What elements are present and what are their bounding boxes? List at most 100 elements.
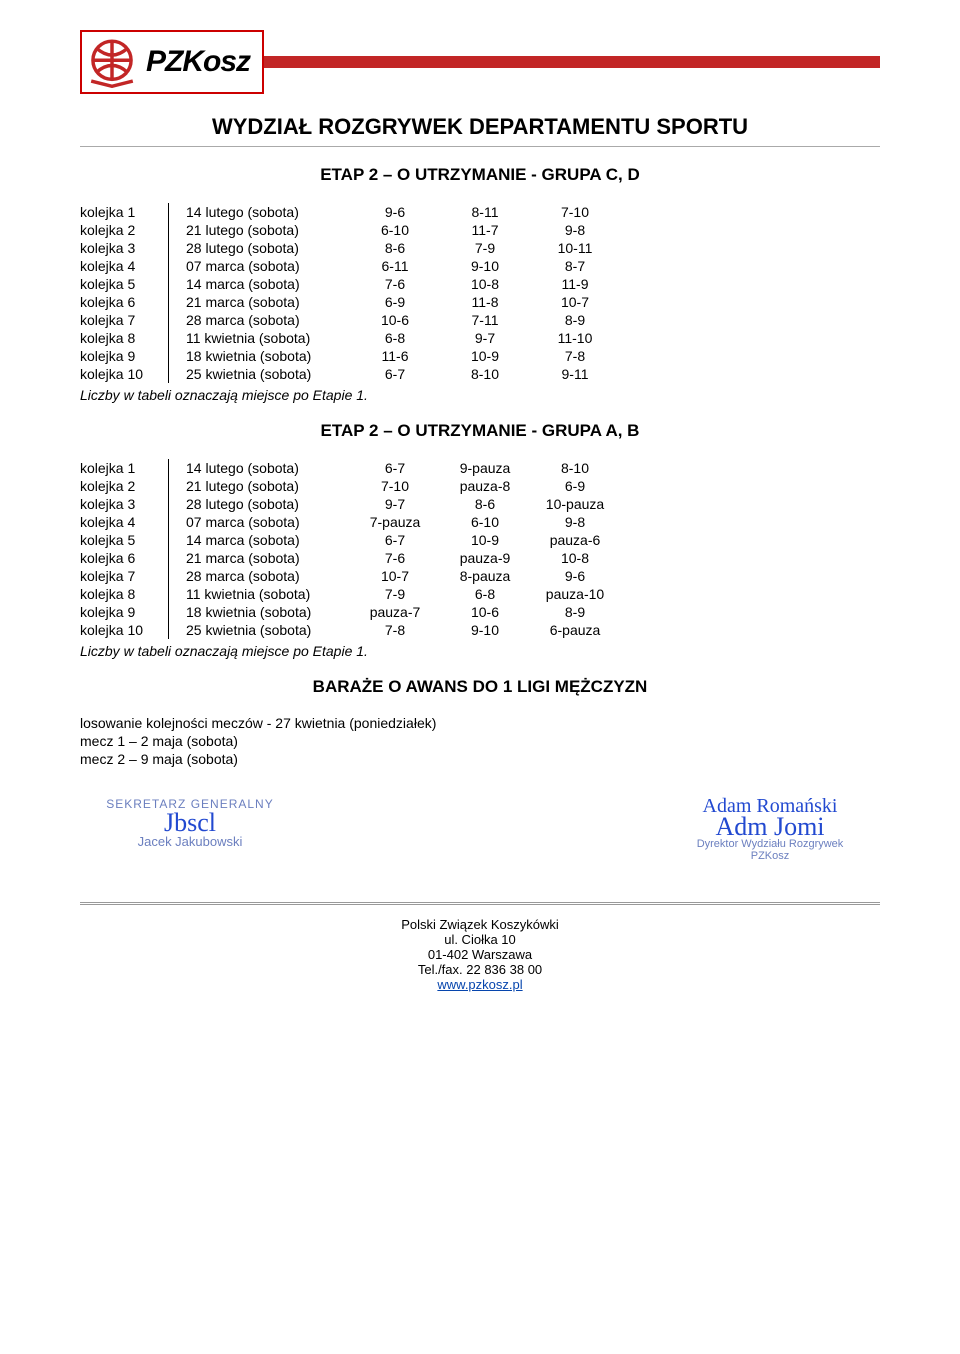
table-row: kolejka 1025 kwietnia (sobota)6-78-109-1…: [80, 365, 620, 383]
table-row: kolejka 328 lutego (sobota)8-67-910-11: [80, 239, 620, 257]
sep-col: [168, 365, 182, 383]
match-col: 7-10: [530, 203, 620, 221]
table-row: kolejka 514 marca (sobota)6-710-9pauza-6: [80, 531, 620, 549]
match-col: 8-pauza: [440, 567, 530, 585]
match-col: 10-pauza: [530, 495, 620, 513]
sep-col: [168, 459, 182, 477]
date-col: 25 kwietnia (sobota): [182, 365, 350, 383]
match-col: 9-10: [440, 621, 530, 639]
date-col: 18 kwietnia (sobota): [182, 603, 350, 621]
round-col: kolejka 4: [80, 257, 168, 275]
table-row: kolejka 918 kwietnia (sobota)pauza-710-6…: [80, 603, 620, 621]
footer-link[interactable]: www.pzkosz.pl: [437, 977, 522, 992]
match-col: 8-9: [530, 603, 620, 621]
date-col: 18 kwietnia (sobota): [182, 347, 350, 365]
date-col: 07 marca (sobota): [182, 257, 350, 275]
round-col: kolejka 4: [80, 513, 168, 531]
date-col: 28 marca (sobota): [182, 567, 350, 585]
sep-col: [168, 477, 182, 495]
round-col: kolejka 9: [80, 603, 168, 621]
match-col: 7-6: [350, 549, 440, 567]
match-col: 10-7: [350, 567, 440, 585]
table-row: kolejka 221 lutego (sobota)7-10pauza-86-…: [80, 477, 620, 495]
match-col: 9-6: [350, 203, 440, 221]
match-col: 11-7: [440, 221, 530, 239]
header-red-strip: [264, 56, 880, 68]
sep-col: [168, 311, 182, 329]
match-col: pauza-6: [530, 531, 620, 549]
round-col: kolejka 8: [80, 585, 168, 603]
match-col: 6-9: [350, 293, 440, 311]
match-col: 8-10: [440, 365, 530, 383]
match-col: pauza-10: [530, 585, 620, 603]
date-col: 21 marca (sobota): [182, 293, 350, 311]
match-col: 8-7: [530, 257, 620, 275]
match-col: 10-9: [440, 531, 530, 549]
match-col: 7-11: [440, 311, 530, 329]
footer-addr2: 01-402 Warszawa: [80, 947, 880, 962]
sig-right-handwriting: Adm Jomi: [670, 815, 870, 838]
match-col: 11-6: [350, 347, 440, 365]
match-col: 7-8: [350, 621, 440, 639]
sep-col: [168, 621, 182, 639]
sep-col: [168, 257, 182, 275]
table-row: kolejka 811 kwietnia (sobota)6-89-711-10: [80, 329, 620, 347]
match-col: 10-9: [440, 347, 530, 365]
round-col: kolejka 2: [80, 477, 168, 495]
table-row: kolejka 407 marca (sobota)6-119-108-7: [80, 257, 620, 275]
section3-title: BARAŻE O AWANS DO 1 LIGI MĘŻCZYZN: [80, 677, 880, 697]
sep-col: [168, 513, 182, 531]
header-rule: [80, 146, 880, 147]
date-col: 21 marca (sobota): [182, 549, 350, 567]
table-row: kolejka 728 marca (sobota)10-78-pauza9-6: [80, 567, 620, 585]
sep-col: [168, 567, 182, 585]
match-col: 8-11: [440, 203, 530, 221]
match-col: 6-pauza: [530, 621, 620, 639]
table-row: kolejka 811 kwietnia (sobota)7-96-8pauza…: [80, 585, 620, 603]
date-col: 25 kwietnia (sobota): [182, 621, 350, 639]
match-col: 6-9: [530, 477, 620, 495]
round-col: kolejka 6: [80, 549, 168, 567]
match-col: 6-7: [350, 459, 440, 477]
sep-col: [168, 329, 182, 347]
date-col: 28 marca (sobota): [182, 311, 350, 329]
sep-col: [168, 603, 182, 621]
match-col: 10-6: [350, 311, 440, 329]
match-col: 6-10: [440, 513, 530, 531]
date-col: 07 marca (sobota): [182, 513, 350, 531]
date-col: 28 lutego (sobota): [182, 495, 350, 513]
date-col: 11 kwietnia (sobota): [182, 329, 350, 347]
match-col: 9-8: [530, 513, 620, 531]
round-col: kolejka 7: [80, 567, 168, 585]
match-col: 7-9: [440, 239, 530, 257]
sep-col: [168, 347, 182, 365]
table-row: kolejka 328 lutego (sobota)9-78-610-pauz…: [80, 495, 620, 513]
signature-right: Adam Romański Adm Jomi Dyrektor Wydziału…: [670, 797, 870, 862]
round-col: kolejka 1: [80, 459, 168, 477]
baraze-line: losowanie kolejności meczów - 27 kwietni…: [80, 715, 880, 731]
match-col: pauza-9: [440, 549, 530, 567]
match-col: 7-6: [350, 275, 440, 293]
table-row: kolejka 114 lutego (sobota)9-68-117-10: [80, 203, 620, 221]
match-col: 8-10: [530, 459, 620, 477]
date-col: 11 kwietnia (sobota): [182, 585, 350, 603]
footer-addr1: ul. Ciołka 10: [80, 932, 880, 947]
match-col: 10-11: [530, 239, 620, 257]
footer-rule: [80, 902, 880, 905]
round-col: kolejka 2: [80, 221, 168, 239]
schedule-table-2: kolejka 114 lutego (sobota)6-79-pauza8-1…: [80, 459, 620, 639]
table-row: kolejka 918 kwietnia (sobota)11-610-97-8: [80, 347, 620, 365]
match-col: 9-8: [530, 221, 620, 239]
match-col: 6-8: [350, 329, 440, 347]
table-row: kolejka 728 marca (sobota)10-67-118-9: [80, 311, 620, 329]
match-col: 11-8: [440, 293, 530, 311]
sig-right-role: Dyrektor Wydziału Rozgrywek: [670, 838, 870, 850]
match-col: 9-7: [440, 329, 530, 347]
match-col: 9-10: [440, 257, 530, 275]
sep-col: [168, 275, 182, 293]
match-col: 9-pauza: [440, 459, 530, 477]
round-col: kolejka 1: [80, 203, 168, 221]
match-col: 11-9: [530, 275, 620, 293]
footer: Polski Związek Koszykówki ul. Ciołka 10 …: [80, 917, 880, 992]
match-col: 10-7: [530, 293, 620, 311]
